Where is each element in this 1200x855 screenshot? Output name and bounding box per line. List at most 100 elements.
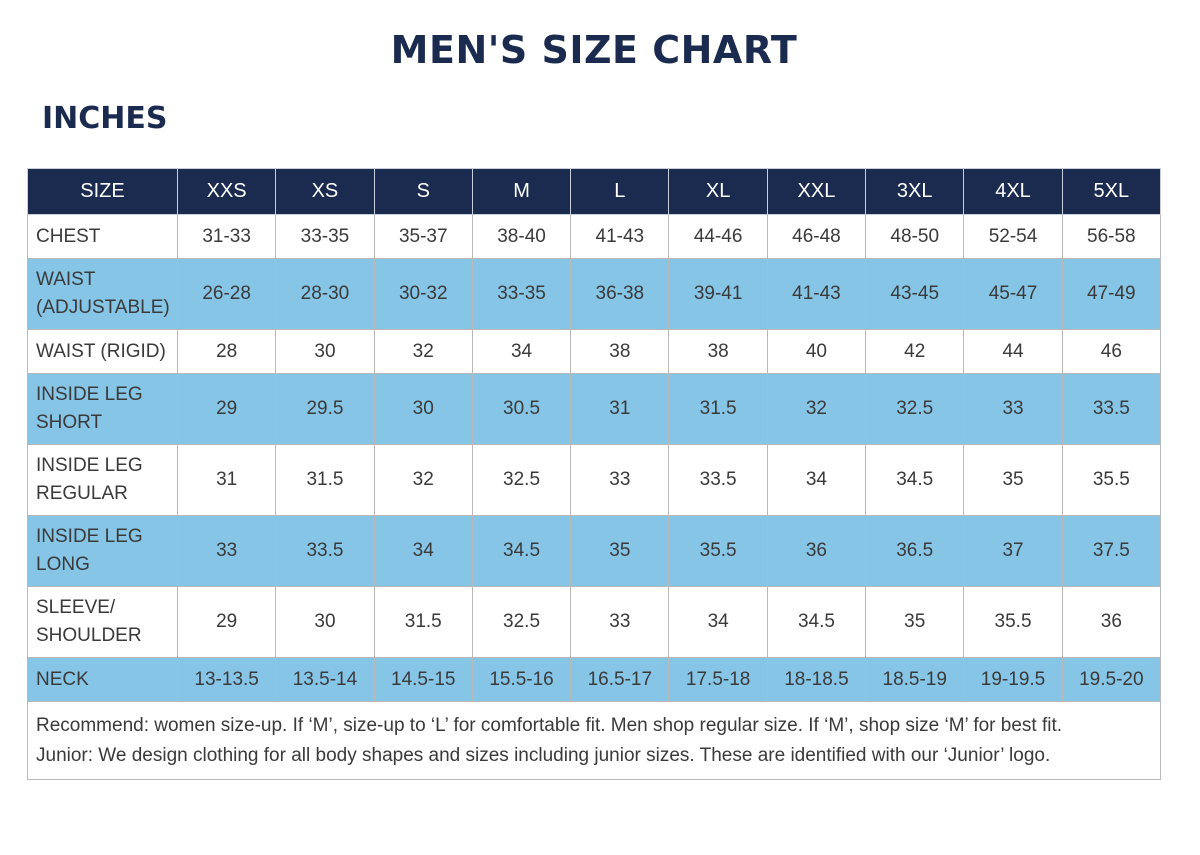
row-label: WAIST (RIGID) <box>27 329 178 374</box>
row-label-line: CHEST <box>36 225 101 247</box>
table-row: INSIDE LEG SHORT 29 29.5 30 30.5 31 31.5 32 32.5 3… <box>27 373 1161 445</box>
table-cell: 18-18.5 <box>766 657 867 702</box>
table-cell: 56-58 <box>1061 214 1161 259</box>
table-cell: 34 <box>373 515 473 587</box>
table-cell: 13-13.5 <box>176 657 277 702</box>
header-cell: XL <box>668 168 768 215</box>
table-cell: 16.5-17 <box>570 657 670 702</box>
table-cell: 35 <box>865 586 965 658</box>
table-cell: 40 <box>766 329 867 374</box>
table-cell: 46-48 <box>766 214 867 259</box>
table-cell: 15.5-16 <box>471 657 572 702</box>
table-cell: 32.5 <box>865 373 965 445</box>
row-label-line: INSIDE LEG <box>36 455 143 476</box>
header-cell: XXL <box>766 168 867 215</box>
table-cell: 30 <box>275 329 375 374</box>
header-cell: 4XL <box>963 168 1063 215</box>
header-cell: M <box>471 168 572 215</box>
table-cell: 30 <box>275 586 375 658</box>
table-cell: 19.5-20 <box>1061 657 1161 702</box>
table-cell: 34.5 <box>766 586 867 658</box>
table-cell: 31 <box>570 373 670 445</box>
table-cell: 32.5 <box>471 586 572 658</box>
table-cell: 47-49 <box>1061 258 1161 330</box>
table-cell: 35.5 <box>668 515 768 587</box>
row-label: INSIDE LEG SHORT <box>27 373 178 445</box>
table-cell: 30.5 <box>471 373 572 445</box>
header-cell: XS <box>275 168 375 215</box>
notes-row: Recommend: women size-up. If ‘M’, size-u… <box>27 701 1161 780</box>
header-cell: S <box>373 168 473 215</box>
notes-cell: Recommend: women size-up. If ‘M’, size-u… <box>27 701 1161 780</box>
table-cell: 43-45 <box>865 258 965 330</box>
table-cell: 31.5 <box>275 444 375 516</box>
row-label: INSIDE LEG LONG <box>27 515 178 587</box>
table-cell: 34.5 <box>865 444 965 516</box>
size-chart-table: SIZE XXS XS S M L XL XXL 3XL 4XL 5XL CHE… <box>27 168 1161 780</box>
table-cell: 36-38 <box>570 258 670 330</box>
table-row: WAIST (RIGID) 28 30 32 34 38 38 40 42 44 46 <box>27 329 1161 374</box>
junior-note: Junior: We design clothing for all body … <box>36 745 1051 766</box>
table-cell: 41-43 <box>766 258 867 330</box>
table-cell: 34 <box>668 586 768 658</box>
table-cell: 30-32 <box>373 258 473 330</box>
table-cell: 39-41 <box>668 258 768 330</box>
table-cell: 26-28 <box>176 258 277 330</box>
table-cell: 33-35 <box>471 258 572 330</box>
unit-heading: INCHES <box>42 101 168 136</box>
table-cell: 31.5 <box>373 586 473 658</box>
table-cell: 33.5 <box>1061 373 1161 445</box>
table-cell: 33 <box>570 586 670 658</box>
table-cell: 19-19.5 <box>963 657 1063 702</box>
table-cell: 28-30 <box>275 258 375 330</box>
table-cell: 14.5-15 <box>373 657 473 702</box>
table-cell: 45-47 <box>963 258 1063 330</box>
table-cell: 32 <box>373 444 473 516</box>
table-cell: 33 <box>176 515 277 587</box>
row-label: CHEST <box>27 214 178 259</box>
table-cell: 29 <box>176 586 277 658</box>
table-cell: 28 <box>176 329 277 374</box>
table-cell: 48-50 <box>865 214 965 259</box>
table-cell: 32 <box>373 329 473 374</box>
header-cell-size: SIZE <box>27 168 178 215</box>
row-label: NECK <box>27 657 178 702</box>
table-cell: 34 <box>766 444 867 516</box>
table-cell: 17.5-18 <box>668 657 768 702</box>
table-cell: 31.5 <box>668 373 768 445</box>
table-body: CHEST 31-33 33-35 35-37 38-40 41-43 44-46 46-48… <box>27 214 1161 780</box>
table-cell: 42 <box>865 329 965 374</box>
row-label-line: SHORT <box>36 412 103 433</box>
table-cell: 46 <box>1061 329 1161 374</box>
table-cell: 35 <box>963 444 1063 516</box>
table-header-row: SIZE XXS XS S M L XL XXL 3XL 4XL 5XL <box>27 168 1161 215</box>
table-row: INSIDE LEG REGULAR 31 31.5 32 32.5 33 33.5 34 34.… <box>27 444 1161 516</box>
table-cell: 30 <box>373 373 473 445</box>
row-label: INSIDE LEG REGULAR <box>27 444 178 516</box>
row-label-line: WAIST <box>36 269 96 290</box>
table-row: NECK 13-13.5 13.5-14 14.5-15 15.5-16 16.5-17 1… <box>27 657 1161 702</box>
table-cell: 38-40 <box>471 214 572 259</box>
table-cell: 33 <box>570 444 670 516</box>
table-cell: 29 <box>176 373 277 445</box>
table-cell: 33.5 <box>668 444 768 516</box>
table-cell: 13.5-14 <box>275 657 375 702</box>
table-cell: 29.5 <box>275 373 375 445</box>
row-label-line: INSIDE LEG <box>36 526 143 547</box>
header-cell: L <box>570 168 670 215</box>
table-cell: 32 <box>766 373 867 445</box>
table-cell: 41-43 <box>570 214 670 259</box>
table-cell: 18.5-19 <box>865 657 965 702</box>
row-label-line: SHOULDER <box>36 625 142 646</box>
table-cell: 35-37 <box>373 214 473 259</box>
table-cell: 31-33 <box>176 214 277 259</box>
row-label-line: LONG <box>36 554 90 575</box>
table-cell: 38 <box>570 329 670 374</box>
table-cell: 38 <box>668 329 768 374</box>
table-row: INSIDE LEG LONG 33 33.5 34 34.5 35 35.5 36 36.5 37… <box>27 515 1161 587</box>
row-label: SLEEVE/SHOULDER <box>27 586 178 658</box>
table-cell: 36 <box>1061 586 1161 658</box>
table-cell: 36.5 <box>865 515 965 587</box>
table-cell: 34.5 <box>471 515 572 587</box>
table-cell: 31 <box>176 444 277 516</box>
